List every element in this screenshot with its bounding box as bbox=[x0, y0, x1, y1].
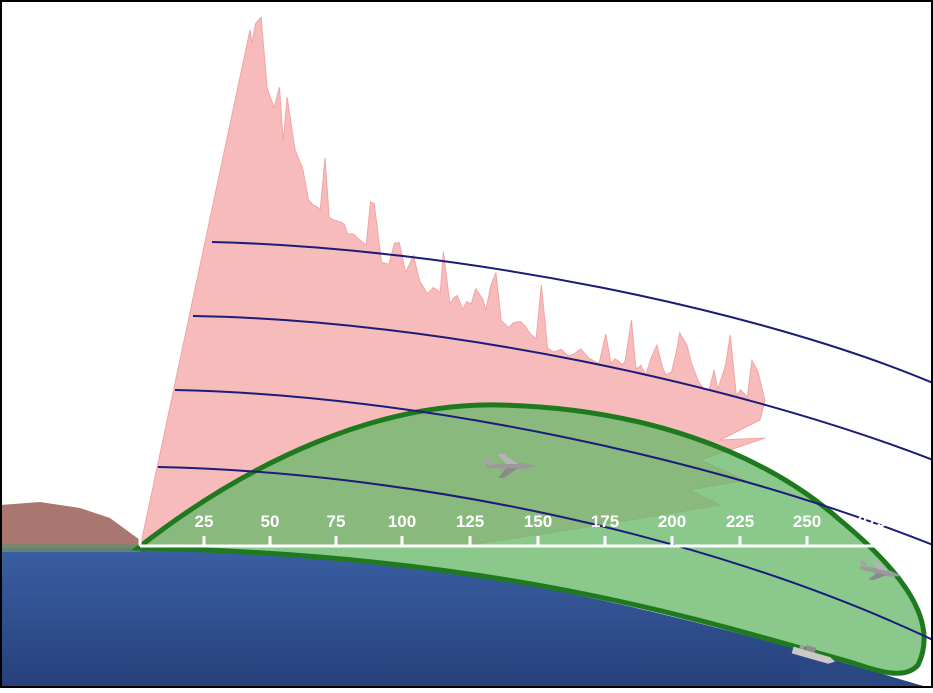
altitude-line-80 bbox=[211, 241, 933, 384]
altitude-tick-label: 60 bbox=[150, 303, 166, 319]
altitude-axis: 0 20 40 60 80 bbox=[118, 231, 182, 523]
range-ruler: 25 50 75 100 125 150 175 200 225 250 275 bbox=[138, 512, 905, 548]
altitude-tick-label: 20 bbox=[118, 455, 134, 471]
altitude-tick-label: 0 bbox=[122, 507, 130, 523]
range-tick-label: 225 bbox=[726, 512, 754, 531]
range-tick-label: 150 bbox=[524, 512, 552, 531]
aircraft-icon bbox=[484, 454, 536, 478]
coastline-strip bbox=[0, 544, 140, 552]
aircraft-icon bbox=[859, 559, 902, 581]
ship-icon bbox=[791, 645, 836, 664]
ocean-surface bbox=[0, 548, 930, 688]
altitude-tick-label: 40 bbox=[144, 379, 160, 395]
ocean-surface-right bbox=[800, 650, 933, 688]
altitude-line-20 bbox=[157, 466, 933, 641]
range-tick-label: 250 bbox=[793, 512, 821, 531]
coastal-land bbox=[0, 502, 140, 548]
range-tick-label: 275 bbox=[858, 512, 886, 531]
range-tick-label: 125 bbox=[456, 512, 484, 531]
altitude-tick-label: 80 bbox=[166, 231, 182, 247]
altitude-line-40 bbox=[174, 389, 933, 546]
range-tick-label: 175 bbox=[591, 512, 619, 531]
altitude-lines bbox=[157, 241, 933, 641]
range-tick-label: 100 bbox=[388, 512, 416, 531]
altitude-line-60 bbox=[192, 315, 933, 461]
range-tick-label: 75 bbox=[327, 512, 346, 531]
range-tick-label: 50 bbox=[261, 512, 280, 531]
range-tick-label: 25 bbox=[195, 512, 214, 531]
range-tick-label: 200 bbox=[658, 512, 686, 531]
